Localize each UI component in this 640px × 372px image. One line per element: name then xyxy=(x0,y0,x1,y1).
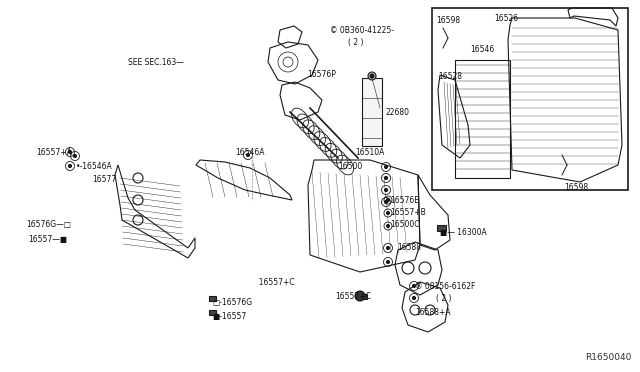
Text: 16577: 16577 xyxy=(92,175,116,184)
Text: 16528: 16528 xyxy=(438,72,462,81)
Circle shape xyxy=(368,72,376,80)
Circle shape xyxy=(358,295,362,298)
Text: ® 08156-6162F: ® 08156-6162F xyxy=(415,282,476,291)
Text: 16546: 16546 xyxy=(470,45,494,54)
Bar xyxy=(209,296,216,301)
Text: 16546A: 16546A xyxy=(235,148,264,157)
Circle shape xyxy=(246,154,250,157)
Circle shape xyxy=(385,189,387,192)
Text: 16500C: 16500C xyxy=(390,220,419,229)
Text: R1650040: R1650040 xyxy=(586,353,632,362)
Bar xyxy=(362,78,382,146)
Text: 16588: 16588 xyxy=(397,243,421,252)
Text: 16576G—□: 16576G—□ xyxy=(26,220,71,229)
Text: 16557+C: 16557+C xyxy=(254,278,294,287)
Circle shape xyxy=(385,176,387,180)
Text: 16557+B: 16557+B xyxy=(390,208,426,217)
Text: •-16546A: •-16546A xyxy=(76,162,113,171)
Text: 16598: 16598 xyxy=(564,183,588,192)
Bar xyxy=(432,8,628,190)
Circle shape xyxy=(385,166,387,169)
Bar xyxy=(360,294,367,299)
Text: ( 2 ): ( 2 ) xyxy=(436,294,451,303)
Circle shape xyxy=(387,260,390,263)
Bar xyxy=(209,310,216,315)
Circle shape xyxy=(387,199,390,202)
Text: 16510A: 16510A xyxy=(355,148,385,157)
Bar xyxy=(455,60,510,178)
Text: 16576P: 16576P xyxy=(307,70,336,79)
Text: 16598: 16598 xyxy=(436,16,460,25)
Circle shape xyxy=(413,285,415,288)
Circle shape xyxy=(387,212,390,215)
Circle shape xyxy=(370,74,374,78)
Circle shape xyxy=(74,154,77,157)
Text: © 0B360-41225-: © 0B360-41225- xyxy=(330,26,394,35)
Text: ■— 16300A: ■— 16300A xyxy=(440,228,487,237)
Bar xyxy=(437,225,446,231)
Circle shape xyxy=(385,201,387,203)
Circle shape xyxy=(68,164,72,167)
Text: 16557+C: 16557+C xyxy=(335,292,371,301)
Text: 16557—■: 16557—■ xyxy=(28,235,67,244)
Text: SEE SEC.163—: SEE SEC.163— xyxy=(128,58,184,67)
Circle shape xyxy=(355,291,365,301)
Text: 16557+A: 16557+A xyxy=(36,148,72,157)
Text: 16526: 16526 xyxy=(494,14,518,23)
Circle shape xyxy=(387,247,390,250)
Text: ( 2 ): ( 2 ) xyxy=(348,38,364,47)
Circle shape xyxy=(413,296,415,299)
Text: 16500: 16500 xyxy=(338,162,362,171)
Circle shape xyxy=(387,224,390,228)
Text: 22680: 22680 xyxy=(386,108,410,117)
Circle shape xyxy=(68,151,72,154)
Text: 16576E: 16576E xyxy=(390,196,419,205)
Text: □-16576G: □-16576G xyxy=(212,298,252,307)
Text: ■-16557: ■-16557 xyxy=(212,312,246,321)
Text: 16588+A: 16588+A xyxy=(415,308,451,317)
